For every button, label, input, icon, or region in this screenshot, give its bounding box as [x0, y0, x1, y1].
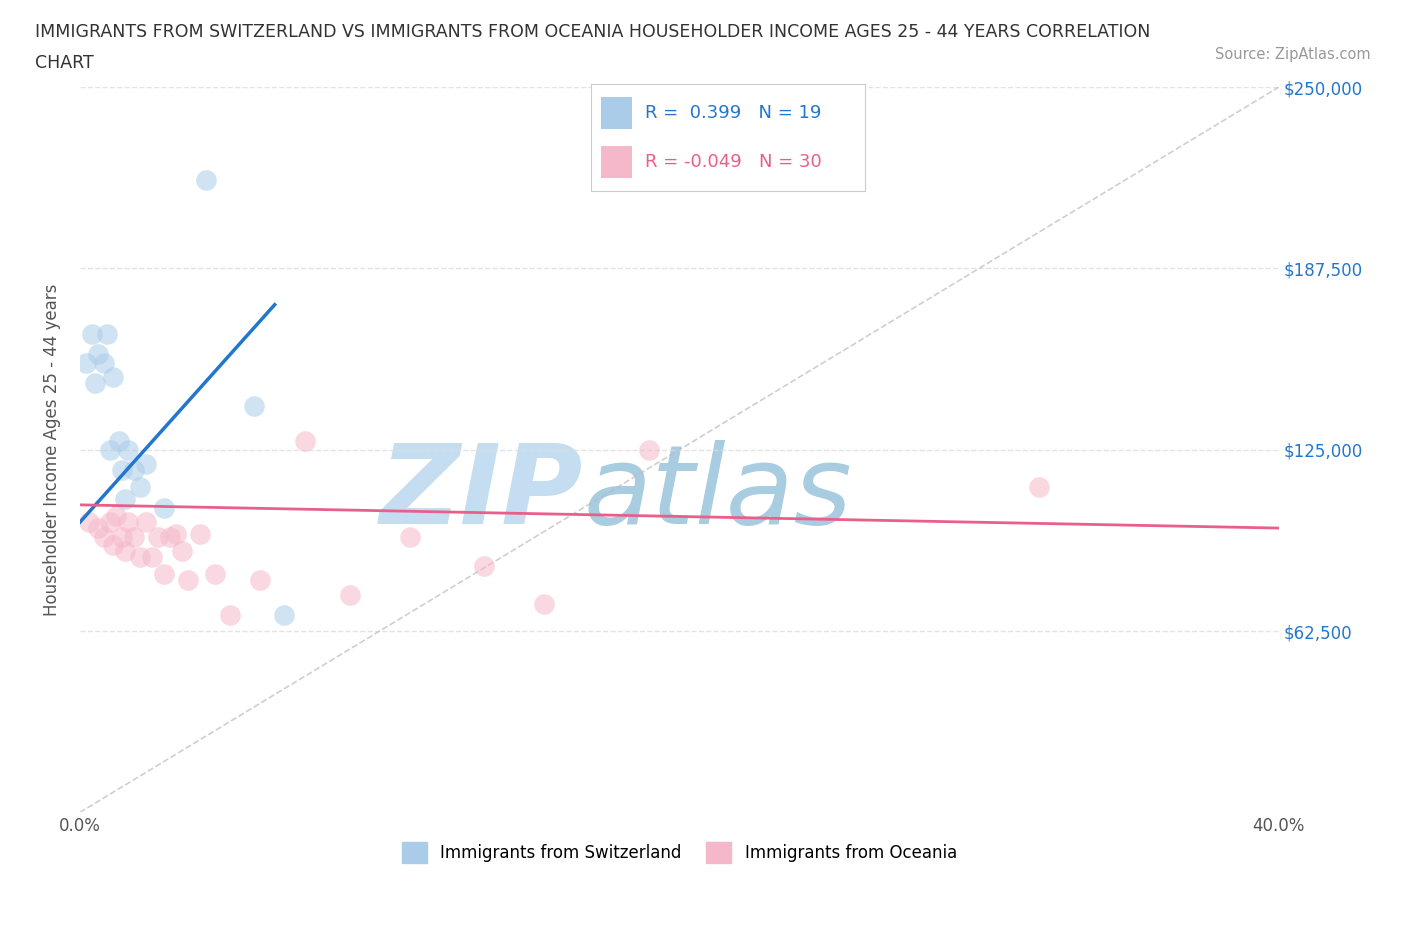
Point [1028, 480, 1050, 495]
Point [177, 573, 200, 588]
Point [141, 550, 163, 565]
Point [638, 443, 661, 458]
Point [339, 588, 361, 603]
Point [93, 355, 115, 370]
Point [135, 457, 157, 472]
Bar [602, 146, 631, 178]
Text: atlas: atlas [583, 440, 852, 547]
Legend: Immigrants from Switzerland, Immigrants from Oceania: Immigrants from Switzerland, Immigrants … [395, 836, 963, 870]
Point [80, 326, 103, 341]
Point [294, 433, 316, 448]
Bar [602, 97, 631, 128]
Point [533, 596, 555, 611]
Point [117, 443, 139, 458]
Point [77, 515, 100, 530]
Point [152, 500, 174, 515]
Point [98, 515, 121, 530]
Text: ZIP: ZIP [380, 440, 583, 547]
Point [159, 529, 181, 544]
Y-axis label: Householder Income Ages 25 - 44 years: Householder Income Ages 25 - 44 years [44, 284, 60, 616]
Point [114, 492, 136, 507]
Text: R = -0.049   N = 30: R = -0.049 N = 30 [645, 153, 823, 171]
Point [128, 480, 150, 495]
Point [101, 538, 124, 553]
Point [108, 433, 131, 448]
Point [87, 521, 110, 536]
Text: Source: ZipAtlas.com: Source: ZipAtlas.com [1215, 46, 1371, 61]
Point [114, 544, 136, 559]
Point [98, 443, 121, 458]
Point [96, 326, 118, 341]
Text: CHART: CHART [35, 54, 94, 72]
Point [93, 529, 115, 544]
Point [242, 399, 264, 414]
Point [218, 607, 240, 622]
Point [122, 462, 145, 477]
Point [152, 567, 174, 582]
Point [111, 529, 134, 544]
Point [398, 529, 420, 544]
Point [273, 607, 295, 622]
Point [104, 509, 127, 524]
Point [122, 529, 145, 544]
Text: R =  0.399   N = 19: R = 0.399 N = 19 [645, 103, 821, 122]
Point [194, 172, 217, 187]
Text: IMMIGRANTS FROM SWITZERLAND VS IMMIGRANTS FROM OCEANIA HOUSEHOLDER INCOME AGES 2: IMMIGRANTS FROM SWITZERLAND VS IMMIGRANT… [35, 23, 1150, 41]
Point [204, 567, 226, 582]
Point [474, 558, 496, 573]
Point [75, 355, 97, 370]
Point [170, 544, 193, 559]
Point [146, 529, 169, 544]
Point [128, 550, 150, 565]
Point [188, 526, 211, 541]
Point [165, 526, 187, 541]
Point [87, 347, 110, 362]
Point [101, 370, 124, 385]
Point [111, 462, 134, 477]
Point [117, 515, 139, 530]
Point [83, 376, 105, 391]
Point [135, 515, 157, 530]
Point [249, 573, 271, 588]
